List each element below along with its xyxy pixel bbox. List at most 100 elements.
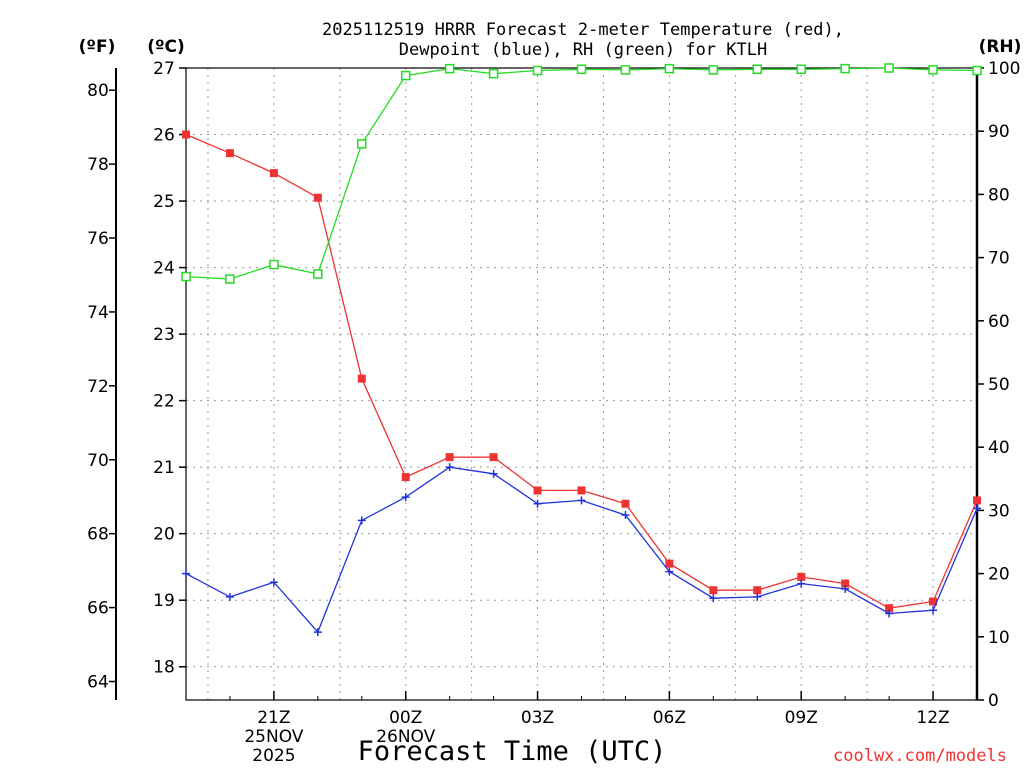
rh-point (708, 65, 719, 75)
rh-point (400, 70, 411, 81)
rh-point (928, 65, 938, 75)
temperature-point (357, 374, 366, 383)
dewpoint-point (709, 594, 718, 603)
dewpoint-point (533, 499, 542, 508)
rh-point (840, 63, 850, 74)
rh-tick-label: 0 (988, 691, 999, 711)
temperature-point (621, 499, 630, 508)
dewpoint-point (182, 569, 190, 578)
rh-point (532, 65, 543, 76)
temperature-point (182, 130, 190, 139)
x-tick-label: 12Z (916, 708, 949, 728)
plot-frame (185, 67, 978, 701)
dewpoint-point (885, 609, 894, 618)
dewpoint-point (621, 511, 630, 520)
rh-point (269, 259, 279, 270)
fahrenheit-tick-label: 64 (87, 673, 109, 693)
rh-point (620, 65, 631, 75)
temperature-point (753, 586, 762, 595)
rh-point (181, 271, 191, 282)
rh-tick-label: 70 (988, 249, 1010, 269)
fahrenheit-tick-label: 70 (87, 451, 109, 471)
dewpoint-point (489, 469, 498, 478)
fahrenheit-tick-label: 74 (87, 303, 109, 323)
x-tick-label: 00Z (389, 708, 422, 728)
temperature-point (797, 572, 806, 581)
celsius-tick-label: 21 (153, 458, 175, 478)
watermark: coolwx.com/models (833, 746, 1007, 766)
temperature-point (533, 486, 542, 495)
rh-point (884, 63, 894, 73)
dewpoint-point (401, 493, 410, 502)
temperature-point (841, 579, 850, 588)
grid (186, 67, 977, 700)
dewpoint-point (841, 584, 850, 593)
rh-tick-label: 80 (988, 185, 1010, 205)
fahrenheit-tick-label: 68 (87, 525, 109, 545)
dewpoint-point (445, 463, 454, 472)
rh-tick-label: 90 (988, 122, 1010, 142)
dewpoint-point (797, 579, 806, 588)
rh-point (796, 64, 806, 75)
temperature-point (577, 486, 586, 495)
rh-point (357, 139, 367, 149)
dewpoint-point (225, 592, 234, 601)
rh-point (972, 65, 982, 76)
rh-point (444, 63, 455, 74)
x-tick-label: 21Z (257, 708, 290, 728)
fahrenheit-tick-label: 80 (87, 81, 109, 101)
fahrenheit-tick-label: 78 (87, 155, 109, 175)
x-tick-sublabel: 25NOV (244, 727, 303, 747)
temperature-point (929, 597, 938, 606)
rh-point (488, 68, 499, 79)
rh-point (225, 274, 235, 284)
x-tick-label: 03Z (521, 708, 554, 728)
rh-point (313, 269, 323, 279)
temperature-line (185, 133, 978, 609)
fahrenheit-axis-label: (ºF) (79, 37, 116, 57)
rh-tick-label: 20 (988, 565, 1010, 585)
celsius-tick-label: 18 (153, 658, 175, 678)
dewpoint-point (357, 516, 366, 525)
rh-tick-label: 60 (988, 312, 1010, 332)
rh-tick-label: 40 (988, 438, 1010, 458)
fahrenheit-tick-label: 72 (87, 377, 109, 397)
temperature-point (269, 169, 278, 178)
temperature-point (401, 473, 410, 482)
temperature-point (665, 559, 674, 568)
x-tick-sublabel: 2025 (252, 746, 295, 766)
temperature-point (225, 149, 234, 158)
rh-tick-label: 100 (988, 59, 1020, 79)
x-axis-title: Forecast Time (UTC) (358, 736, 667, 767)
celsius-tick-label: 20 (153, 525, 175, 545)
rh-line (185, 67, 978, 280)
rh-tick-label: 30 (988, 501, 1010, 521)
rh-point (664, 63, 675, 74)
dewpoint-point (269, 578, 278, 587)
dewpoint-point (973, 504, 981, 513)
dewpoint-point (665, 567, 674, 576)
temperature-point (973, 496, 981, 505)
chart-title-line2: Dewpoint (blue), RH (green) for KTLH (399, 40, 767, 60)
temperature-point (489, 453, 498, 462)
celsius-tick-label: 22 (153, 392, 175, 412)
temperature-point (313, 193, 322, 202)
dewpoint-point (577, 496, 586, 505)
temperature-point (445, 453, 454, 462)
x-tick-label: 09Z (785, 708, 818, 728)
rh-axis-label: (RH) (979, 37, 1022, 57)
celsius-tick-label: 26 (153, 126, 175, 146)
celsius-tick-label: 23 (153, 325, 175, 345)
series (181, 63, 982, 637)
temperature-point (709, 586, 718, 595)
dewpoint-point (753, 592, 762, 601)
celsius-tick-label: 25 (153, 192, 175, 212)
celsius-tick-label: 24 (153, 259, 175, 279)
fahrenheit-tick-label: 76 (87, 229, 109, 249)
celsius-tick-label: 19 (153, 591, 175, 611)
rh-tick-label: 10 (988, 628, 1010, 648)
chart-title-line1: 2025112519 HRRR Forecast 2-meter Tempera… (322, 20, 844, 40)
rh-tick-label: 50 (988, 375, 1010, 395)
x-tick-label: 06Z (653, 708, 686, 728)
